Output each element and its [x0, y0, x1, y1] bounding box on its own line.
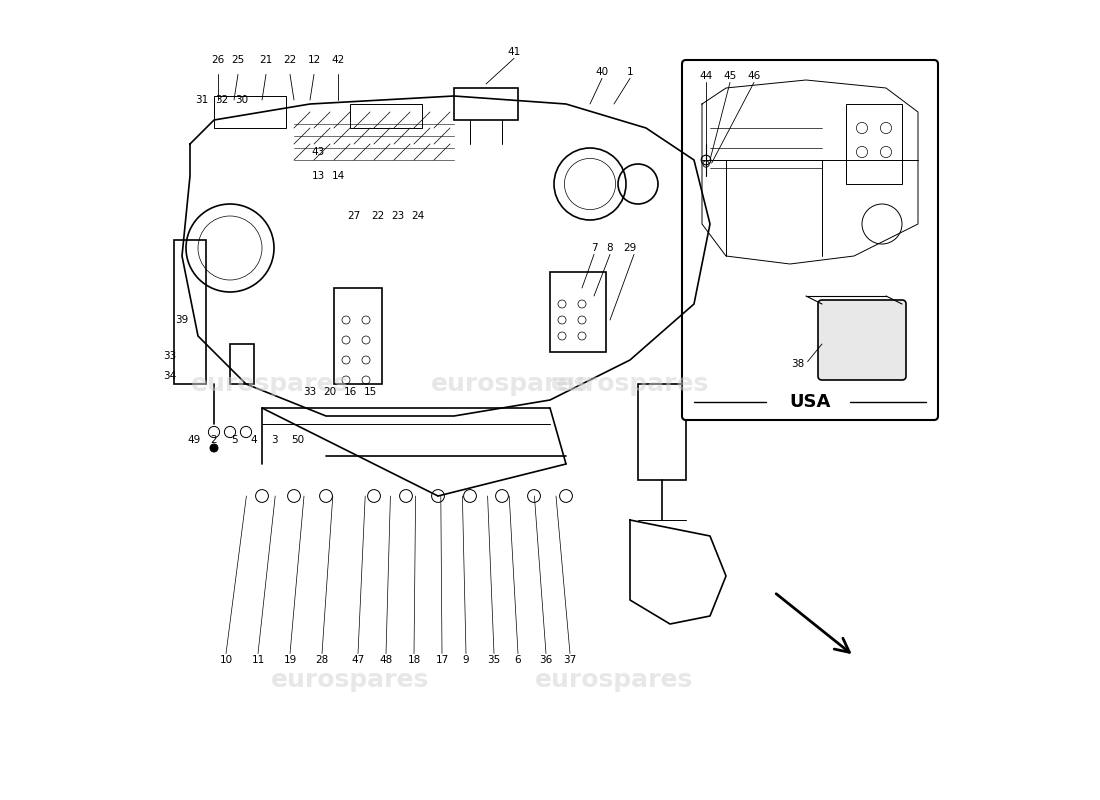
Bar [174, 240, 206, 384]
Text: 32: 32 [216, 95, 229, 105]
FancyBboxPatch shape [818, 300, 906, 380]
Text: 17: 17 [436, 655, 449, 665]
Text: 33: 33 [304, 387, 317, 397]
Text: 38: 38 [791, 359, 804, 369]
Text: 22: 22 [284, 55, 297, 65]
Text: 25: 25 [231, 55, 244, 65]
Text: 42: 42 [331, 55, 344, 65]
Text: eurospares: eurospares [535, 668, 693, 692]
Bar [334, 288, 382, 384]
Text: 19: 19 [284, 655, 297, 665]
Text: 35: 35 [487, 655, 500, 665]
Text: eurospares: eurospares [271, 668, 429, 692]
Text: 9: 9 [463, 655, 470, 665]
Text: 2: 2 [211, 435, 218, 445]
Text: 20: 20 [323, 387, 337, 397]
Text: 28: 28 [316, 655, 329, 665]
Text: 3: 3 [271, 435, 277, 445]
Text: 10: 10 [219, 655, 232, 665]
Bar [350, 104, 422, 128]
Text: 4: 4 [251, 435, 257, 445]
Text: 7: 7 [591, 243, 597, 253]
Text: 23: 23 [392, 211, 405, 221]
Text: 40: 40 [595, 67, 608, 77]
Text: 1: 1 [627, 67, 634, 77]
Text: 49: 49 [187, 435, 200, 445]
Text: 24: 24 [411, 211, 425, 221]
Text: 46: 46 [747, 71, 760, 81]
Text: 22: 22 [372, 211, 385, 221]
Text: 33: 33 [164, 351, 177, 361]
Text: 5: 5 [231, 435, 238, 445]
Bar [214, 96, 286, 128]
Text: 44: 44 [700, 71, 713, 81]
Text: 6: 6 [515, 655, 521, 665]
Text: 45: 45 [724, 71, 737, 81]
Text: 14: 14 [331, 171, 344, 181]
FancyBboxPatch shape [682, 60, 938, 420]
Text: 16: 16 [343, 387, 356, 397]
Text: eurospares: eurospares [551, 372, 710, 396]
Text: eurospares: eurospares [191, 372, 349, 396]
Text: USA: USA [790, 393, 830, 410]
Text: 30: 30 [235, 95, 249, 105]
Text: 48: 48 [379, 655, 393, 665]
Text: 31: 31 [196, 95, 209, 105]
Text: 47: 47 [351, 655, 364, 665]
Text: 39: 39 [175, 315, 188, 325]
Text: 18: 18 [407, 655, 420, 665]
Bar [454, 88, 518, 120]
Text: 29: 29 [624, 243, 637, 253]
Text: 27: 27 [348, 211, 361, 221]
Text: 15: 15 [363, 387, 376, 397]
Bar [550, 272, 606, 352]
Text: 8: 8 [607, 243, 614, 253]
Text: 26: 26 [211, 55, 224, 65]
Text: 36: 36 [539, 655, 552, 665]
Bar [846, 104, 902, 184]
Text: 37: 37 [563, 655, 576, 665]
Text: 11: 11 [252, 655, 265, 665]
Text: eurospares: eurospares [431, 372, 590, 396]
Text: 41: 41 [507, 47, 520, 57]
Text: 50: 50 [292, 435, 305, 445]
Text: 12: 12 [307, 55, 320, 65]
Bar [230, 344, 254, 384]
Circle shape [210, 444, 218, 452]
Text: 21: 21 [260, 55, 273, 65]
Text: 13: 13 [311, 171, 324, 181]
Text: 43: 43 [311, 147, 324, 157]
Bar [638, 384, 686, 480]
Text: 34: 34 [164, 371, 177, 381]
